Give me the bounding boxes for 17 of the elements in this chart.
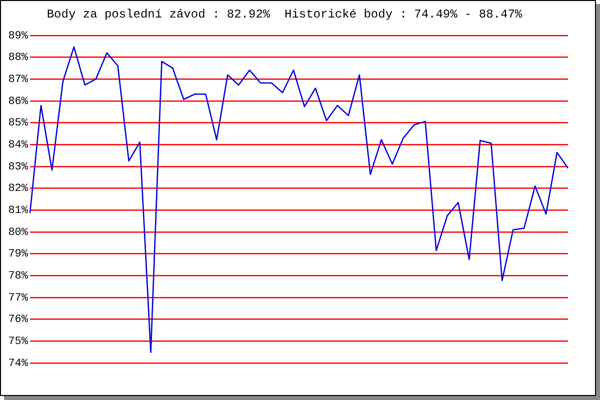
y-tick-label: 76% bbox=[8, 314, 28, 326]
y-tick-label: 75% bbox=[8, 336, 28, 348]
y-tick-label: 78% bbox=[8, 270, 28, 283]
y-tick-label: 84% bbox=[8, 140, 28, 152]
y-tick-label: 85% bbox=[8, 118, 28, 130]
y-tick-label: 88% bbox=[8, 52, 28, 64]
y-tick-label: 77% bbox=[8, 292, 28, 304]
y-tick-label: 89% bbox=[8, 30, 28, 42]
y-tick-label: 79% bbox=[8, 248, 28, 261]
y-tick-label: 80% bbox=[8, 226, 28, 239]
y-tick-label: 83% bbox=[8, 161, 28, 174]
chart-title: Body za poslední závod : 82.92% Historické body : 74.49% - 88.47% bbox=[46, 7, 523, 22]
y-tick-label: 81% bbox=[8, 205, 28, 218]
y-tick-label: 86% bbox=[8, 96, 28, 108]
y-tick-label: 74% bbox=[8, 358, 28, 370]
y-tick-label: 82% bbox=[8, 183, 28, 196]
y-tick-label: 87% bbox=[8, 74, 28, 86]
